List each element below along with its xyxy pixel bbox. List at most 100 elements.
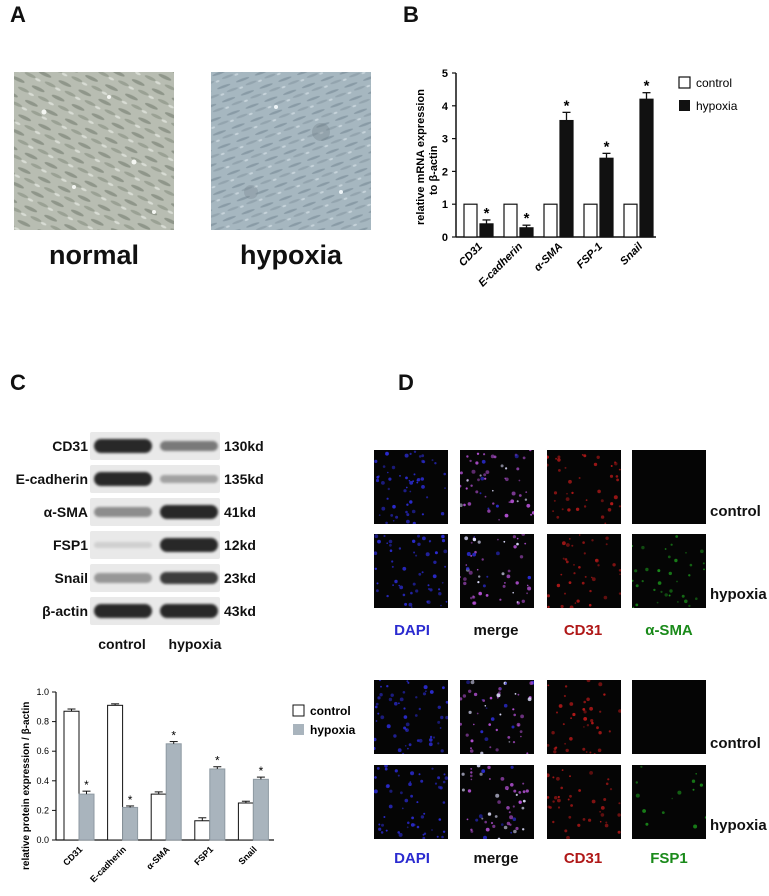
blot-molecular-weight: 23kd: [224, 570, 256, 586]
blot-protein-label: Snail: [54, 570, 88, 586]
blot-molecular-weight: 130kd: [224, 438, 264, 454]
b-ytick-label: 5: [442, 68, 448, 80]
panel-letter-b: B: [403, 2, 419, 27]
fluorescence-tile-cd31: [547, 680, 621, 754]
normal-label: normal: [48, 240, 140, 270]
band-control: [94, 573, 152, 583]
b-bar-control: [543, 203, 558, 238]
c-bar-control: [63, 710, 80, 841]
blot-row: CD31 130kd: [0, 432, 300, 462]
blot-row: FSP1 12kd: [0, 531, 300, 561]
d2-col-label-fsp1: FSP1: [650, 850, 688, 867]
c-category-label: Snail: [237, 844, 259, 866]
panel-letter-d: D: [398, 370, 414, 395]
c-bar-hypoxia: [209, 768, 226, 841]
fluorescence-tile-dapi: [374, 534, 448, 608]
c-bar-hypoxia: [78, 793, 95, 841]
panel-letter-a: A: [10, 2, 26, 27]
c-category-label: α-SMA: [144, 844, 172, 872]
b-ytick-label: 2: [442, 166, 448, 178]
mrna-bar-chart: 012345*CD31*E-cadherin*α-SMA*FSP-1*Snail…: [415, 68, 738, 289]
band-hypoxia: [160, 604, 218, 618]
b-bar-control: [503, 203, 518, 238]
band-control: [94, 604, 152, 618]
c-significance-star: *: [215, 754, 220, 768]
blot-protein-label: CD31: [52, 438, 88, 454]
c-ytick-label: 1.0: [36, 687, 49, 697]
b-legend-hypoxia: hypoxia: [696, 99, 738, 113]
b-ylabel-line2: to β-actin: [428, 145, 440, 195]
c-ytick-label: 0.2: [36, 805, 49, 815]
d1-col-label-merge: merge: [473, 622, 519, 639]
fluorescence-tile-greenfaint: [632, 765, 706, 839]
b-significance-star: *: [644, 78, 650, 95]
blot-strip: [90, 531, 220, 559]
fluorescence-tile-none: [632, 450, 706, 524]
c-ytick-label: 0.0: [36, 835, 49, 845]
c-significance-star: *: [171, 729, 176, 743]
fluorescence-tile-cd31: [547, 765, 621, 839]
blot-protein-label: α-SMA: [43, 504, 88, 520]
d2-col-label-merge: merge: [473, 850, 519, 867]
b-category-label: CD31: [457, 241, 485, 269]
c-legend-hypoxia: hypoxia: [310, 723, 356, 737]
b-bar-control: [463, 203, 478, 238]
b-bar-hypoxia: [519, 227, 534, 238]
fluorescence-tile-merge: [460, 765, 534, 839]
blot-row: α-SMA 41kd: [0, 498, 300, 528]
c-significance-star: *: [128, 793, 133, 807]
fluorescence-tile-dapi: [374, 450, 448, 524]
d1-col-label-asma: α-SMA: [645, 622, 693, 639]
b-ytick-label: 4: [442, 101, 449, 113]
blot-protein-label: β-actin: [42, 603, 88, 619]
blot-row: β-actin 43kd: [0, 597, 300, 627]
fluorescence-tile-merge: [460, 450, 534, 524]
c-bar-control: [194, 820, 211, 841]
lane-label-hypoxia: hypoxia: [168, 636, 222, 652]
c-ytick-label: 0.8: [36, 717, 49, 727]
blot-strip: [90, 465, 220, 493]
b-significance-star: *: [524, 210, 530, 227]
c-bar-control: [150, 793, 167, 841]
hypoxia-micrograph: [211, 72, 371, 230]
blot-row: E-cadherin 135kd: [0, 465, 300, 495]
b-significance-star: *: [484, 205, 490, 222]
d1-row-label-control: control: [710, 503, 761, 520]
b-bar-control: [583, 203, 598, 238]
fluorescence-tile-cd31: [547, 534, 621, 608]
c-bar-hypoxia: [252, 778, 269, 841]
b-significance-star: *: [604, 138, 610, 155]
band-control: [94, 507, 152, 517]
western-blot: CD31 130kd E-cadherin 135kd α-SMA 41kd FSP1 12k…: [0, 432, 300, 662]
normal-micrograph: [14, 72, 174, 230]
b-category-label: FSP-1: [575, 241, 606, 272]
band-hypoxia: [160, 538, 218, 552]
c-bar-control: [107, 704, 124, 841]
blot-molecular-weight: 135kd: [224, 471, 264, 487]
fluorescence-tile-merge: [460, 680, 534, 754]
d2-col-label-cd31: CD31: [563, 850, 603, 867]
fluorescence-tile-green: [632, 534, 706, 608]
band-control: [94, 439, 152, 453]
blot-strip: [90, 498, 220, 526]
lane-label-control: control: [98, 636, 146, 652]
c-legend-swatch-hypoxia: [293, 724, 304, 735]
d1-row-label-hypoxia: hypoxia: [710, 586, 767, 603]
b-ytick-label: 0: [442, 232, 448, 244]
b-ylabel-line1: relative mRNA expression: [415, 89, 427, 225]
blot-row: Snail 23kd: [0, 564, 300, 594]
c-significance-star: *: [259, 764, 264, 778]
c-ylabel: relative protein expression / β-actin: [21, 702, 32, 870]
c-category-label: CD31: [61, 844, 84, 867]
b-legend-control: control: [696, 76, 732, 90]
blot-protein-label: E-cadherin: [15, 471, 88, 487]
c-bar-hypoxia: [165, 743, 182, 841]
hypoxia-label: hypoxia: [239, 240, 343, 270]
d1-col-label-cd31: CD31: [563, 622, 603, 639]
c-ytick-label: 0.6: [36, 746, 49, 756]
band-control: [94, 541, 152, 549]
b-significance-star: *: [564, 97, 570, 114]
b-bar-hypoxia: [479, 223, 494, 238]
b-legend-swatch-hypoxia: [679, 100, 690, 111]
c-legend-swatch-control: [292, 704, 305, 717]
